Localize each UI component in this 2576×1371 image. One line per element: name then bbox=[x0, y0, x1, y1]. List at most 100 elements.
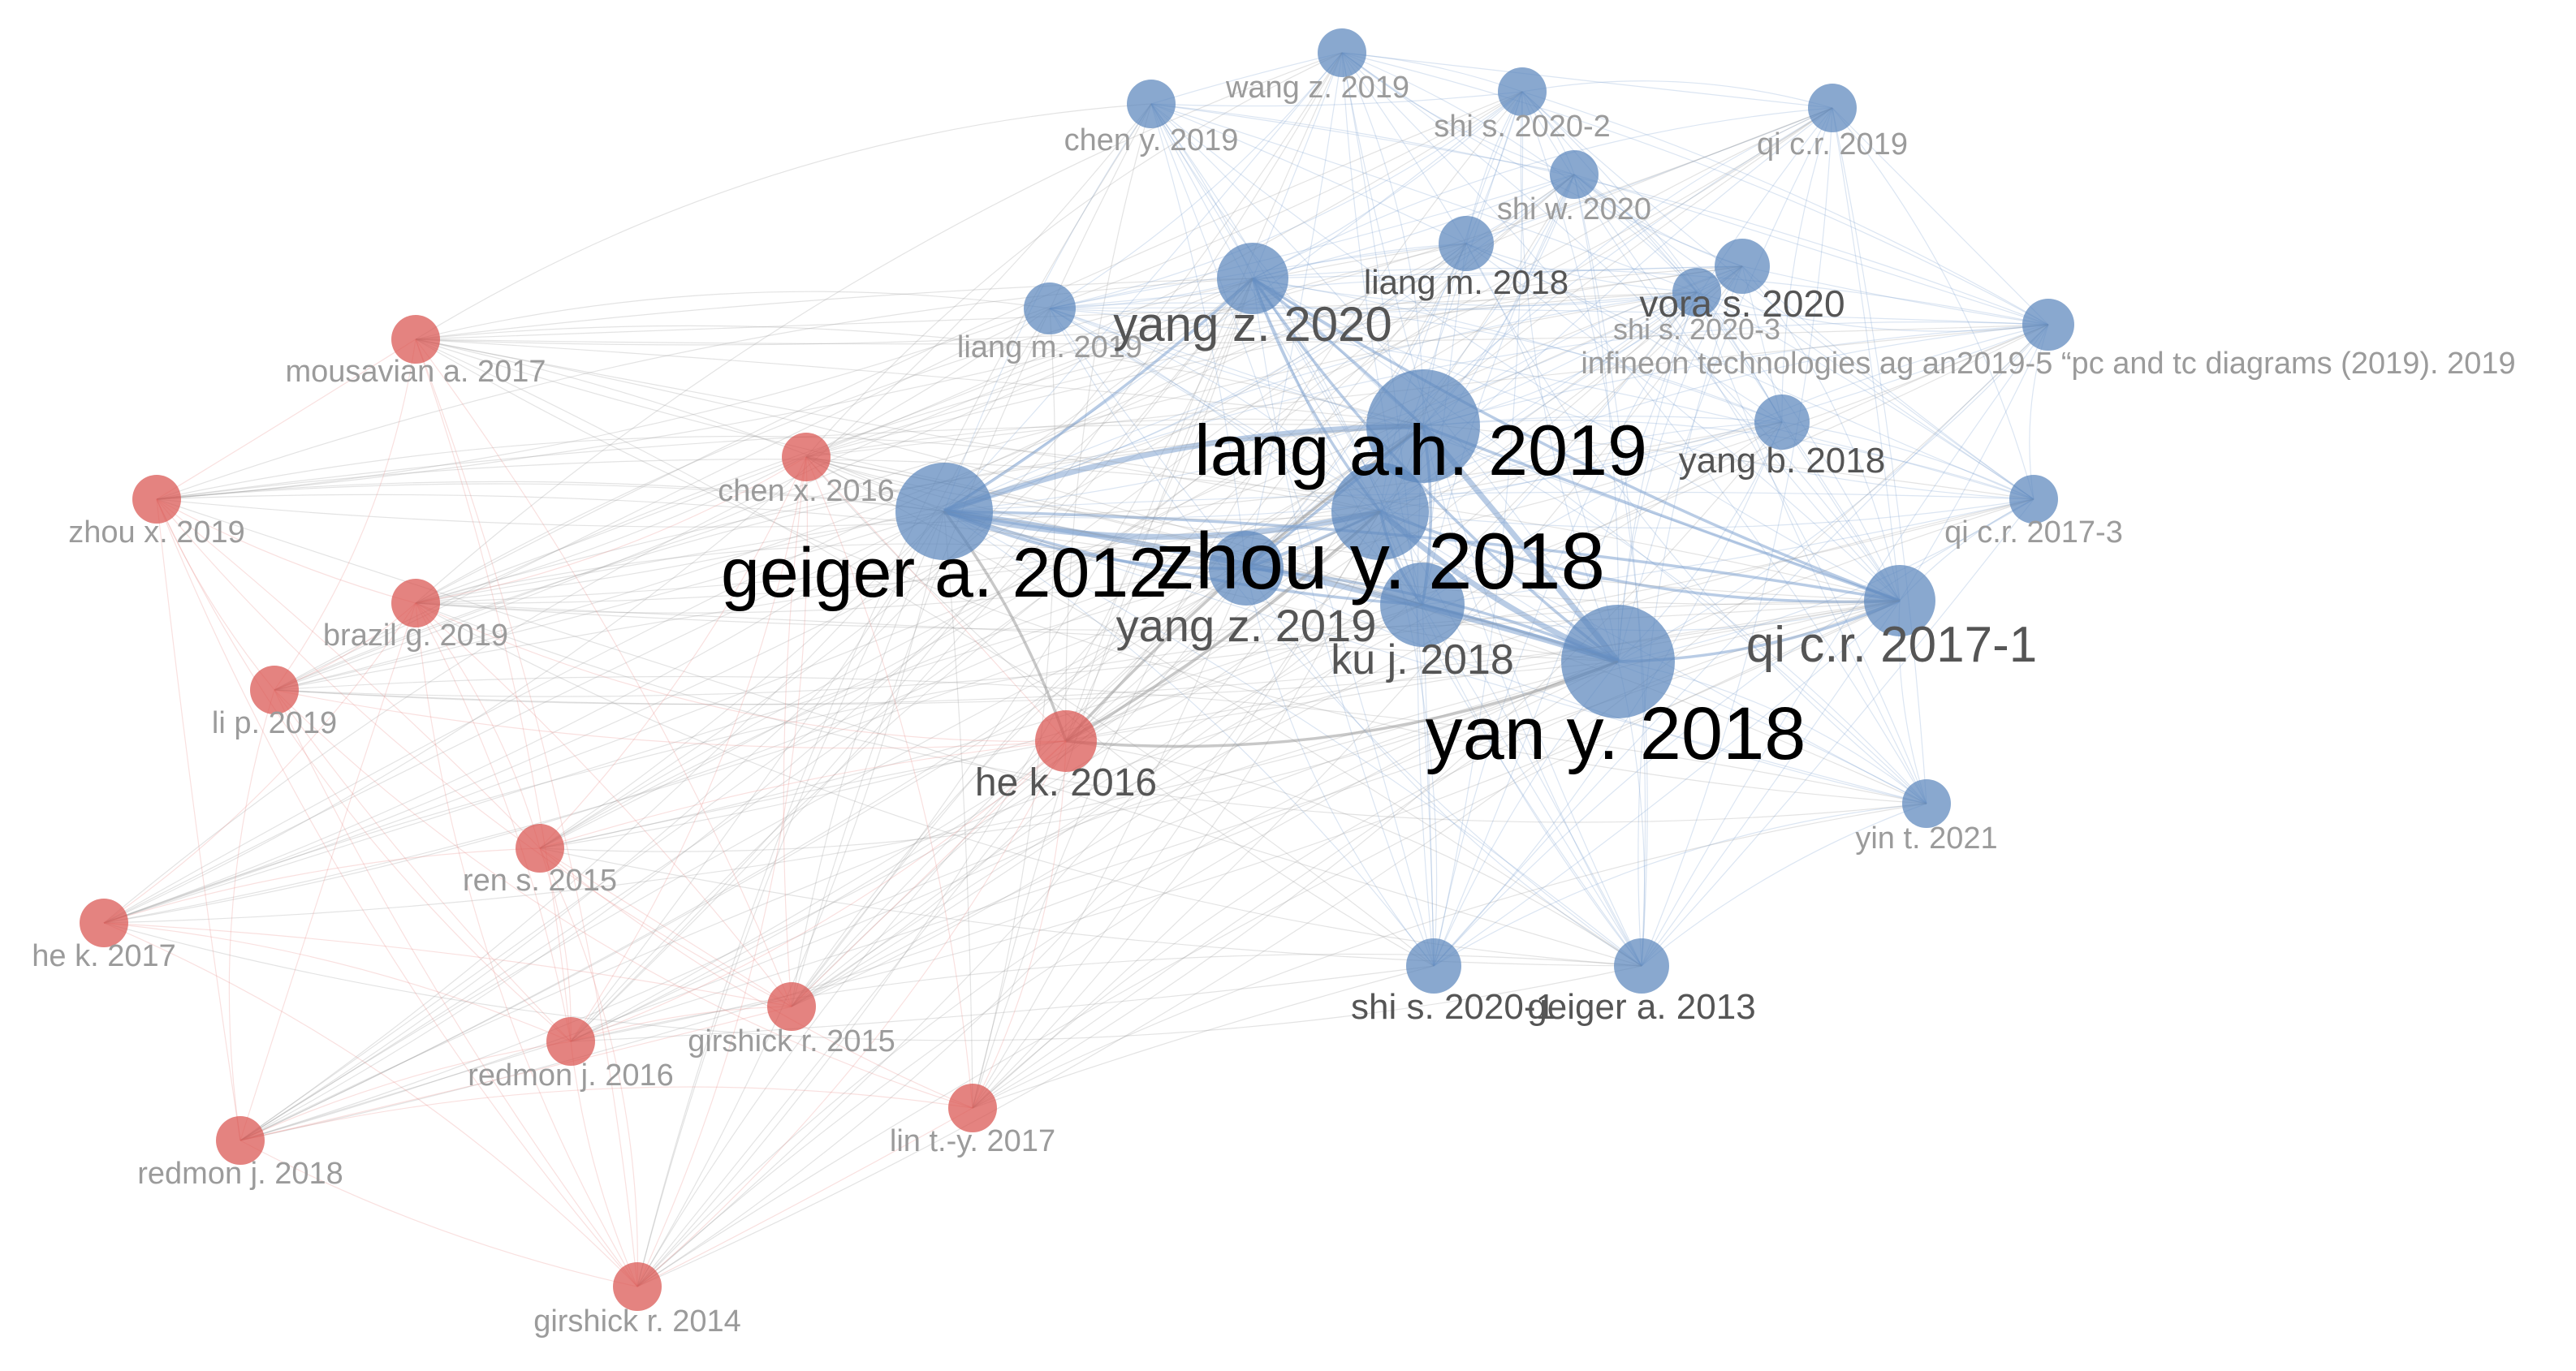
edge bbox=[1245, 107, 1833, 569]
node-label-liang-m-2018: liang m. 2018 bbox=[1364, 263, 1568, 301]
edge bbox=[570, 107, 1833, 1042]
edge bbox=[103, 103, 1152, 924]
node-girshick-r-2015[interactable] bbox=[767, 982, 816, 1031]
node-brazil-g-2019[interactable] bbox=[391, 579, 440, 627]
node-li-p-2019[interactable] bbox=[250, 666, 299, 714]
node-shi-s-2020-2[interactable] bbox=[1498, 67, 1547, 116]
edge bbox=[570, 52, 1343, 1042]
edge bbox=[1049, 174, 1575, 309]
node-qi-cr-2017-1[interactable] bbox=[1864, 565, 1935, 636]
edge bbox=[943, 511, 1435, 967]
edge bbox=[274, 675, 1927, 804]
edge bbox=[415, 91, 1523, 604]
node-shi-s-2020-1[interactable] bbox=[1406, 938, 1461, 994]
node-yang-z-2019[interactable] bbox=[1209, 531, 1284, 606]
edge bbox=[415, 338, 1901, 601]
node-infineon[interactable] bbox=[2022, 299, 2074, 351]
edge bbox=[415, 600, 1901, 631]
node-chen-x-2016[interactable] bbox=[782, 433, 831, 481]
node-wang-z-2019[interactable] bbox=[1318, 28, 1366, 77]
edge bbox=[539, 847, 792, 1007]
edge bbox=[972, 661, 1619, 1109]
edge bbox=[415, 338, 1381, 512]
node-yin-t-2021[interactable] bbox=[1902, 779, 1951, 828]
node-liang-m-2018[interactable] bbox=[1439, 216, 1494, 271]
node-lin-ty-2017[interactable] bbox=[948, 1084, 997, 1132]
edge bbox=[1245, 52, 1343, 569]
edge bbox=[1341, 52, 1743, 267]
edge bbox=[1638, 265, 1743, 967]
edge bbox=[156, 278, 1253, 500]
edge bbox=[943, 511, 1642, 967]
edge bbox=[1341, 52, 2049, 326]
node-mousavian-a-2017[interactable] bbox=[391, 315, 440, 364]
edge bbox=[239, 1140, 638, 1287]
edge bbox=[1465, 243, 1783, 423]
edge bbox=[1433, 324, 2049, 967]
node-label-zhou-x-2019: zhou x. 2019 bbox=[68, 515, 245, 550]
edge bbox=[103, 661, 1619, 924]
edge bbox=[1049, 302, 1783, 423]
node-geiger-a-2012[interactable] bbox=[895, 463, 993, 560]
node-lang-ah-2019[interactable] bbox=[1366, 369, 1480, 483]
node-yang-z-2020[interactable] bbox=[1217, 243, 1288, 314]
node-girshick-r-2014[interactable] bbox=[613, 1262, 662, 1311]
node-he-k-2016[interactable] bbox=[1035, 710, 1097, 772]
node-label-chen-y-2019: chen y. 2019 bbox=[1064, 123, 1239, 157]
edge bbox=[1252, 278, 1783, 423]
edge bbox=[1252, 278, 1698, 307]
edge bbox=[943, 491, 2034, 512]
node-shi-s-2020-3[interactable] bbox=[1672, 268, 1721, 317]
node-liang-m-2019[interactable] bbox=[1024, 282, 1076, 334]
edge bbox=[1422, 604, 1435, 967]
node-chen-y-2019[interactable] bbox=[1127, 80, 1176, 128]
node-redmon-j-2016[interactable] bbox=[546, 1017, 595, 1066]
edge bbox=[415, 602, 572, 1042]
edge bbox=[1521, 80, 1833, 109]
node-yang-b-2018[interactable] bbox=[1754, 394, 1810, 450]
edge bbox=[539, 600, 1901, 849]
edge bbox=[415, 243, 1467, 604]
node-ku-j-2018[interactable] bbox=[1380, 563, 1465, 647]
edge bbox=[972, 308, 1056, 1109]
node-zhou-y-2018[interactable] bbox=[1331, 463, 1429, 560]
edge bbox=[156, 498, 638, 1287]
edge bbox=[636, 511, 1381, 1287]
node-vora-s-2020[interactable] bbox=[1715, 239, 1770, 294]
node-geiger-a-2013[interactable] bbox=[1614, 938, 1669, 994]
node-label-he-k-2017: he k. 2017 bbox=[32, 939, 175, 973]
edge bbox=[1617, 265, 1743, 662]
node-qi-cr-2019[interactable] bbox=[1808, 84, 1857, 132]
edge bbox=[972, 740, 1067, 1109]
node-shi-w-2020[interactable] bbox=[1550, 150, 1599, 199]
edge bbox=[943, 510, 1901, 602]
edge bbox=[103, 511, 945, 924]
edge bbox=[1465, 243, 1901, 601]
node-ren-s-2015[interactable] bbox=[516, 824, 564, 873]
edge bbox=[274, 243, 1467, 691]
edge bbox=[1065, 278, 1253, 742]
edge bbox=[274, 498, 2034, 697]
edge bbox=[805, 52, 1343, 458]
node-qi-cr-2017-3[interactable] bbox=[2009, 475, 2058, 524]
node-redmon-j-2018[interactable] bbox=[216, 1116, 265, 1165]
edge bbox=[1049, 308, 1619, 662]
edge bbox=[415, 338, 572, 1042]
edge bbox=[1741, 265, 2049, 326]
node-label-ku-j-2018: ku j. 2018 bbox=[1331, 636, 1514, 683]
node-he-k-2017[interactable] bbox=[80, 899, 128, 947]
edge bbox=[1696, 291, 2049, 332]
edge bbox=[156, 498, 792, 1007]
node-zhou-x-2019[interactable] bbox=[132, 475, 181, 524]
edge bbox=[1641, 324, 2049, 967]
node-yan-y-2018[interactable] bbox=[1561, 605, 1675, 718]
edge bbox=[274, 511, 945, 691]
edge bbox=[539, 456, 807, 849]
edge bbox=[156, 459, 1901, 601]
edge bbox=[274, 689, 973, 1109]
edge bbox=[274, 265, 1743, 691]
edge bbox=[943, 423, 1424, 515]
edge bbox=[103, 922, 792, 1007]
edge bbox=[1573, 174, 2049, 326]
edge bbox=[156, 498, 572, 1042]
